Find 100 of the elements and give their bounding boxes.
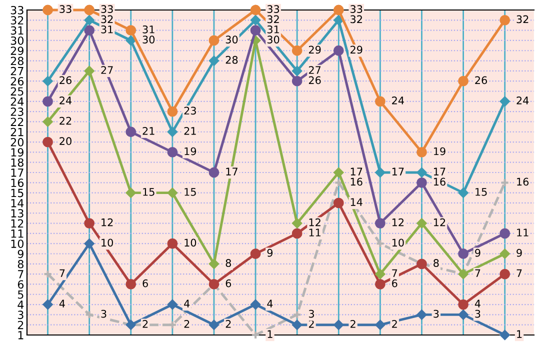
data-label: 32 [350,15,362,24]
point [292,228,302,239]
data-label: 4 [59,300,65,308]
point [250,4,261,16]
point [292,218,302,228]
data-label: 27 [101,66,113,74]
data-label: 24 [392,96,404,104]
point [416,310,427,320]
y-tick-label: 7 [18,270,24,278]
point [167,300,178,310]
point [84,66,94,76]
y-tick-label: 6 [18,280,24,289]
y-tick-label: 18 [11,158,24,167]
data-label: 20 [60,137,72,146]
point [500,330,510,340]
data-label: 12 [102,218,113,226]
point [292,320,302,330]
point [500,248,510,259]
data-label: 32 [267,15,279,24]
data-label: 17 [392,168,404,176]
data-label: 31 [142,25,154,34]
data-label: 8 [226,259,232,267]
point [500,96,510,106]
data-label: 29 [350,46,362,54]
point [374,218,386,228]
point [250,300,261,310]
point [376,239,385,248]
data-label: 27 [308,66,321,74]
point [458,188,468,198]
data-label: 1 [268,330,272,338]
data-label: 31 [101,25,113,34]
y-tick-label: 2 [18,320,24,330]
data-label: 32 [516,15,528,24]
data-label: 32 [101,15,113,24]
data-label: 21 [142,127,154,135]
point [458,248,469,259]
point [458,310,468,320]
data-label: 16 [434,178,446,186]
data-label: 28 [226,56,238,64]
data-label: 4 [474,300,480,308]
data-label: 4 [184,300,190,308]
y-tick-label: 26 [10,77,24,86]
point [126,279,136,290]
point [333,198,344,208]
point [292,76,302,86]
point [84,15,94,26]
point [209,56,219,66]
y-tick-label: 9 [18,250,24,258]
point [458,299,469,310]
y-tick-label: 10 [11,240,24,248]
point [375,269,386,280]
data-label: 30 [226,36,238,44]
point [42,300,53,310]
data-label: 3 [434,310,439,318]
point [126,25,136,36]
point [292,45,302,56]
data-label: 17 [434,168,446,176]
data-label: 11 [309,228,320,236]
point [167,126,178,137]
y-tick-label: 17 [11,168,24,177]
data-label: 22 [60,116,72,125]
data-label: 23 [184,106,196,115]
data-label: 7 [475,269,480,277]
point [250,25,261,36]
data-label: 16 [350,178,362,186]
y-tick-label: 22 [10,118,24,126]
point [84,310,94,320]
data-label: 26 [308,76,321,84]
data-label: 33 [350,5,362,14]
y-tick-label: 8 [18,260,24,268]
y-tick-label: 3 [18,310,24,320]
point [208,167,220,178]
y-tick-label: 33 [10,6,24,14]
point [416,146,427,158]
data-label: 8 [434,259,439,267]
point [500,14,510,26]
y-tick-label: 24 [10,97,24,106]
point [84,25,95,36]
point [374,279,386,290]
point [42,116,53,127]
point [126,126,136,138]
data-label: 31 [267,25,279,34]
data-label: 3 [101,310,106,318]
point [292,310,302,320]
data-label: 14 [350,198,362,206]
data-label: 2 [392,320,397,328]
point [292,66,302,76]
point [208,35,220,46]
point [167,146,178,158]
data-label: 24 [60,96,72,104]
y-tick-label: 16 [11,178,24,188]
point [126,35,136,46]
data-label: 16 [517,178,529,186]
data-label: 9 [475,248,480,257]
data-label: 6 [392,279,398,288]
y-tick-label: 32 [10,16,24,25]
point [42,136,53,148]
point [250,15,261,26]
data-label: 26 [60,76,72,84]
data-label: 12 [392,218,404,226]
